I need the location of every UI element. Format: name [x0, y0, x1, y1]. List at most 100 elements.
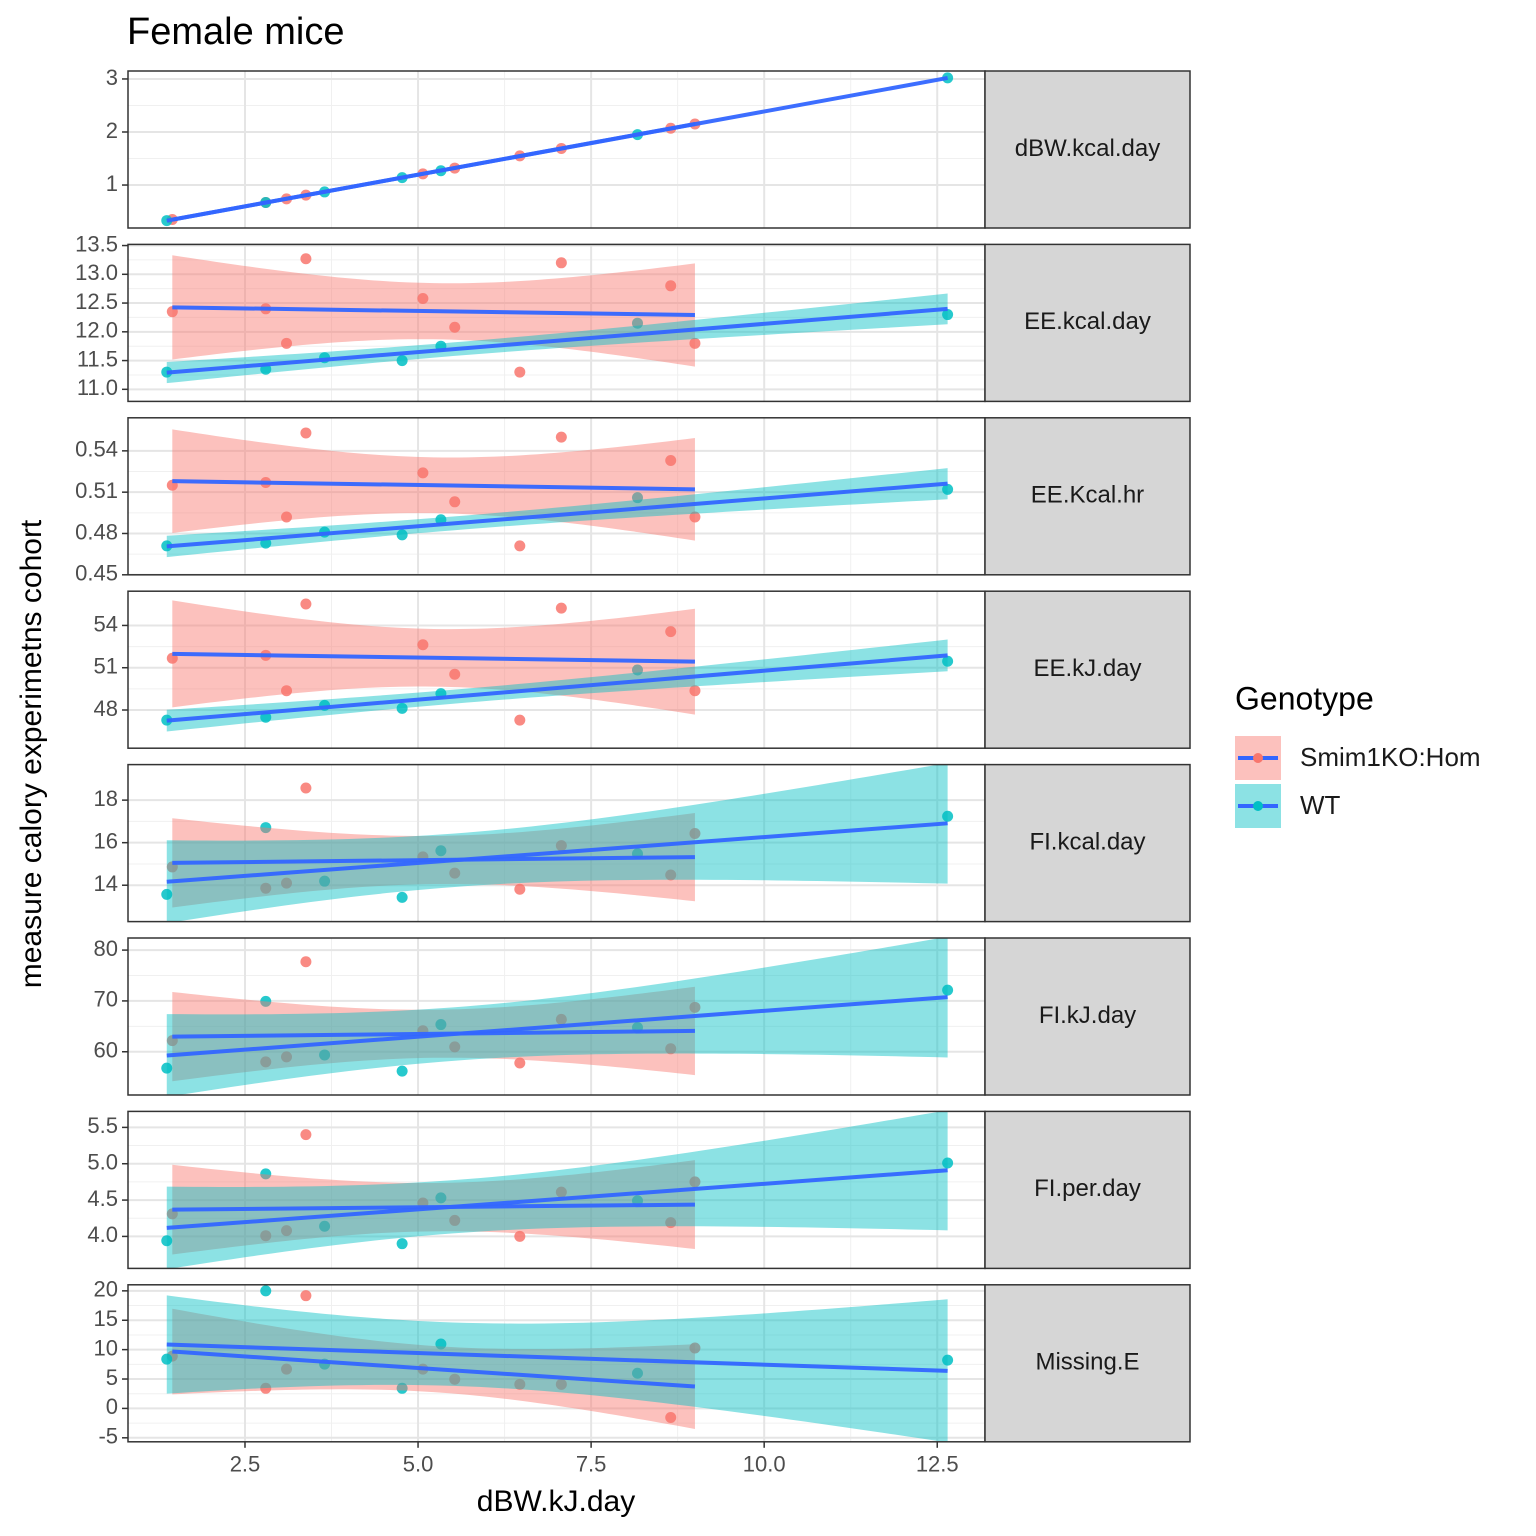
point: [689, 685, 701, 697]
point: [260, 995, 272, 1007]
y-tick-label: 80: [94, 936, 118, 961]
point: [514, 1378, 526, 1390]
point: [514, 540, 526, 552]
fit-line: [166, 1168, 948, 1230]
point: [689, 511, 701, 523]
y-tick-label: 11.0: [77, 375, 118, 400]
strip-label: EE.Kcal.hr: [1031, 482, 1144, 509]
y-tick-label: -5: [98, 1424, 118, 1449]
y-tick-label: 70: [94, 987, 118, 1012]
point: [449, 321, 461, 333]
point: [300, 1129, 312, 1141]
point: [300, 956, 312, 968]
strip: [984, 590, 1191, 749]
point: [665, 1217, 677, 1229]
confidence-band: [166, 293, 948, 384]
point: [514, 714, 526, 726]
panel-background: [128, 417, 985, 575]
y-tick-label: 10: [94, 1335, 118, 1360]
point: [281, 877, 293, 889]
point: [396, 891, 408, 903]
x-axis-label: dBW.kJ.day: [477, 1485, 635, 1518]
panel-background: [128, 1284, 985, 1442]
strip-label: FI.per.day: [1034, 1175, 1141, 1202]
point: [942, 309, 954, 321]
strip-label: EE.kcal.day: [1024, 308, 1151, 335]
point: [942, 655, 954, 667]
point: [555, 431, 567, 443]
point: [161, 1235, 173, 1247]
point: [161, 888, 173, 900]
point: [665, 1411, 677, 1423]
point: [260, 1382, 272, 1394]
legend-point: [1253, 801, 1263, 811]
fit-line: [172, 305, 695, 318]
point: [665, 1043, 677, 1055]
point: [689, 1176, 701, 1188]
point: [449, 1373, 461, 1385]
y-tick-label: 13.5: [75, 231, 118, 256]
fit-line: [166, 821, 948, 884]
y-tick-label: 15: [94, 1306, 118, 1331]
x-tick-label: 10.0: [743, 1452, 786, 1477]
point: [555, 1013, 567, 1025]
y-tick-label: 0.51: [75, 478, 118, 503]
point: [300, 427, 312, 439]
point: [942, 72, 954, 84]
point: [942, 1354, 954, 1366]
y-tick-label: 0.48: [75, 519, 118, 544]
point: [396, 529, 408, 541]
point: [281, 511, 293, 523]
y-tick-label: 14: [94, 871, 118, 896]
strip-label: EE.kJ.day: [1033, 655, 1141, 682]
confidence-band: [166, 468, 948, 558]
point: [300, 253, 312, 265]
point: [665, 454, 677, 466]
y-tick-label: 4.5: [87, 1186, 118, 1211]
point: [396, 702, 408, 714]
confidence-band: [166, 639, 948, 732]
point: [449, 1041, 461, 1053]
fit-line: [166, 306, 948, 375]
point: [161, 1353, 173, 1365]
point: [319, 1049, 331, 1061]
y-tick-label: 18: [94, 786, 118, 811]
point: [281, 1051, 293, 1063]
y-tick-label: 16: [94, 828, 118, 853]
point: [260, 1168, 272, 1180]
y-tick-label: 0.54: [75, 437, 118, 462]
point: [260, 1230, 272, 1242]
point: [514, 1230, 526, 1242]
y-tick-label: 5.5: [87, 1113, 118, 1138]
y-tick-label: 54: [94, 611, 118, 636]
point: [319, 1220, 331, 1232]
strip: [984, 243, 1191, 403]
fit-line: [172, 651, 695, 664]
strip-label: dBW.kcal.day: [1015, 135, 1160, 162]
point: [417, 467, 429, 479]
point: [281, 685, 293, 697]
point: [689, 1001, 701, 1013]
point: [435, 1338, 447, 1350]
point: [555, 257, 567, 269]
point: [665, 280, 677, 292]
panel-background: [128, 938, 985, 1095]
strip-label: FI.kcal.day: [1029, 828, 1145, 855]
legend-label: Smim1KO:Hom: [1300, 742, 1481, 772]
y-tick-label: 5: [106, 1365, 118, 1390]
fit-line: [166, 1342, 948, 1373]
fit-line: [166, 75, 948, 223]
strip-label: FI.kJ.day: [1039, 1002, 1136, 1029]
fit-line: [166, 995, 948, 1058]
y-tick-label: 48: [94, 696, 118, 721]
legend-point: [1253, 753, 1263, 763]
point: [417, 639, 429, 651]
point: [449, 668, 461, 680]
point: [631, 317, 643, 329]
point: [514, 1057, 526, 1069]
y-tick-label: 12.0: [75, 318, 118, 343]
confidence-band: [166, 938, 948, 1095]
strip: [984, 763, 1191, 923]
point: [631, 1367, 643, 1379]
